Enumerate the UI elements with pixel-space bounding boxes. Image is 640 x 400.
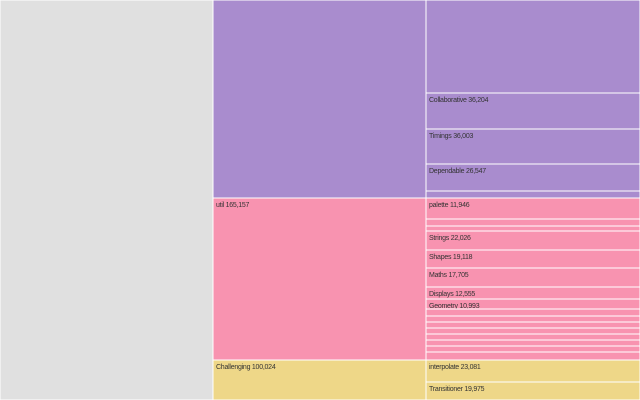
- leaf-cell-top-1: [425, 92, 640, 130]
- leaf-cell-top-0: [425, 0, 640, 94]
- leaf-cell-util-2: [425, 225, 640, 232]
- leaf-cell-util-1: [425, 218, 640, 227]
- leaf-label-challenging-1: Transitioner 19,975: [429, 386, 485, 393]
- leaf-label-util-5: Maths 17,705: [429, 272, 469, 279]
- group-cell-top: [212, 0, 427, 199]
- group-label-challenging: Challenging 100,024: [216, 364, 276, 371]
- leaf-cell-top-3: [425, 163, 640, 192]
- leaf-cell-challenging-1: [425, 381, 640, 400]
- leaf-cell-util-15: [425, 351, 640, 361]
- leaf-label-util-0: palette 11,946: [429, 202, 470, 209]
- leaf-cell-util-12: [425, 333, 640, 341]
- leaf-label-top-1: Collaborative 36,204: [429, 97, 489, 104]
- leaf-label-challenging-0: interpolate 23,081: [429, 364, 481, 371]
- leaf-label-util-6: Displays 12,555: [429, 291, 475, 298]
- leaf-label-util-7: Geometry 10,993: [429, 303, 480, 310]
- leaf-label-top-3: Dependable 26,547: [429, 168, 486, 175]
- leaf-cell-top-2: [425, 128, 640, 165]
- group-cell-util: [212, 197, 427, 361]
- group-label-util: util 165,157: [216, 202, 250, 209]
- leaf-cell-util-9: [425, 315, 640, 323]
- leaf-label-util-3: Strings 22,026: [429, 235, 471, 242]
- leaf-cell-util-11: [425, 327, 640, 335]
- group-cell-left: [0, 0, 214, 400]
- leaf-cell-util-10: [425, 321, 640, 329]
- leaf-cell-util-8: [425, 308, 640, 317]
- leaf-label-top-2: Timings 36,003: [429, 133, 473, 140]
- leaf-cell-util-14: [425, 345, 640, 353]
- leaf-label-util-4: Shapes 19,118: [429, 254, 473, 261]
- leaf-cell-top-4: [425, 190, 640, 199]
- leaf-cell-util-13: [425, 339, 640, 347]
